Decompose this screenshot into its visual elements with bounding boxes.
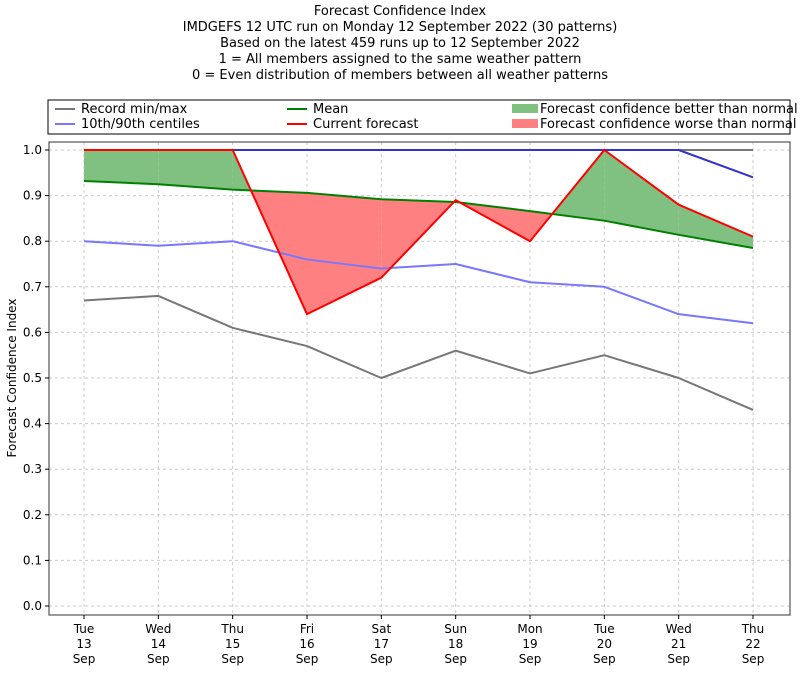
x-tick-label: 22 <box>745 637 760 651</box>
x-tick-label: 19 <box>522 637 537 651</box>
confidence-fills <box>84 150 753 315</box>
chart-title: Forecast Confidence Index <box>313 4 487 19</box>
x-tick-label: 15 <box>225 637 240 651</box>
x-tick-label: 13 <box>76 637 91 651</box>
legend-label: 10th/90th centiles <box>81 117 200 132</box>
legend-label: Forecast confidence better than normal <box>540 102 798 117</box>
y-tick-label: 0.1 <box>23 553 42 567</box>
y-tick-label: 0.8 <box>23 234 42 248</box>
legend-swatch-patch <box>512 104 538 113</box>
x-tick-label: 17 <box>374 637 389 651</box>
x-tick-label: Fri <box>300 622 314 636</box>
fill-better-than-normal <box>84 150 159 185</box>
fill-better-than-normal <box>604 150 679 235</box>
chart-title-block: Forecast Confidence Index IMDGEFS 12 UTC… <box>0 4 800 84</box>
x-tick-label: Mon <box>517 622 542 636</box>
x-tick-label: Sep <box>296 652 319 666</box>
x-tick-label: Thu <box>741 622 765 636</box>
y-tick-label: 0.3 <box>23 462 42 476</box>
x-tick-label: Sat <box>371 622 391 636</box>
y-tick-label: 0.7 <box>23 280 42 294</box>
legend-box <box>47 99 791 135</box>
series-line-p10 <box>83 240 754 325</box>
x-tick-label: 21 <box>671 637 686 651</box>
x-tick-label: Sep <box>593 652 616 666</box>
series-line-mean <box>83 180 754 250</box>
legend-label: Current forecast <box>313 117 419 132</box>
x-tick-label: 18 <box>448 637 463 651</box>
series-lines <box>83 149 754 411</box>
x-tick-label: Tue <box>593 622 615 636</box>
series-line-current <box>84 149 754 316</box>
chart-subtitle-one: 1 = All members assigned to the same wea… <box>218 52 582 67</box>
legend-swatch-patch <box>512 119 538 128</box>
x-tick-label: Sun <box>444 622 467 636</box>
y-tick-label: 0.2 <box>23 508 42 522</box>
x-tick-label: Thu <box>220 622 244 636</box>
fill-better-than-normal <box>552 150 605 221</box>
legend-label: Forecast confidence worse than normal <box>540 117 797 132</box>
x-axis: Tue13SepWed14SepThu15SepFri16SepSat17Sep… <box>73 615 765 666</box>
legend-label: Record min/max <box>81 102 188 117</box>
y-tick-label: 0.0 <box>23 599 42 613</box>
y-tick-label: 0.4 <box>23 417 42 431</box>
x-tick-label: 14 <box>151 637 166 651</box>
x-tick-label: Sep <box>667 652 690 666</box>
chart-subtitle-based: Based on the latest 459 runs up to 12 Se… <box>220 36 580 51</box>
x-tick-label: Sep <box>147 652 170 666</box>
y-tick-label: 0.9 <box>23 189 42 203</box>
chart-subtitle-zero: 0 = Even distribution of members between… <box>191 68 609 83</box>
fill-worse-than-normal <box>307 192 382 315</box>
y-tick-label: 0.6 <box>23 325 42 339</box>
x-tick-label: Sep <box>221 652 244 666</box>
x-tick-label: Tue <box>73 622 95 636</box>
x-tick-label: 20 <box>597 637 612 651</box>
fill-better-than-normal <box>158 150 233 190</box>
x-tick-label: Wed <box>145 622 171 636</box>
x-tick-label: 16 <box>299 637 314 651</box>
y-axis-label: Forecast Confidence Index <box>5 299 19 458</box>
legend-label: Mean <box>313 102 348 117</box>
y-axis: 0.0 0.1 0.2 0.3 0.4 0.5 0.6 0.7 0.8 0.9 1.0 <box>23 143 49 613</box>
x-tick-label: Sep <box>444 652 467 666</box>
x-tick-label: Sep <box>370 652 393 666</box>
series-line-record-min <box>83 294 754 411</box>
y-tick-label: 1.0 <box>23 143 42 157</box>
x-tick-label: Sep <box>519 652 542 666</box>
x-tick-label: Sep <box>73 652 96 666</box>
x-tick-label: Wed <box>666 622 692 636</box>
chart-subtitle-run: IMDGEFS 12 UTC run on Monday 12 Septembe… <box>182 20 618 35</box>
y-tick-label: 0.5 <box>23 371 42 385</box>
x-tick-label: Sep <box>742 652 765 666</box>
